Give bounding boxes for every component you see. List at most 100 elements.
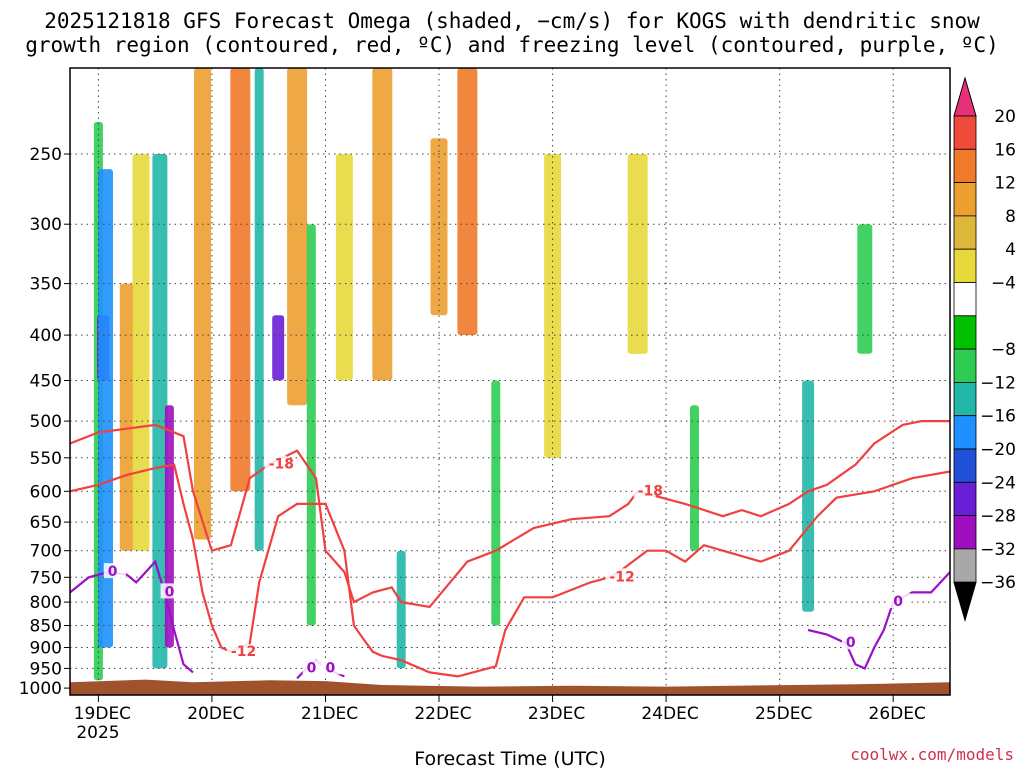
colorbar-label: −28	[980, 507, 1016, 527]
colorbar-label: 12	[994, 174, 1016, 194]
colorbar-segment	[953, 481, 977, 516]
x-tick-label: 22DEC	[414, 704, 471, 724]
omega-cell	[457, 68, 478, 336]
colorbar-label: −24	[980, 473, 1016, 493]
contour-label: -12	[231, 644, 256, 660]
contour-label: 0	[893, 594, 903, 610]
colorbar-label: −32	[980, 540, 1016, 560]
colorbar-top-arrow	[953, 76, 977, 117]
colorbar-label: 8	[1005, 207, 1016, 227]
title-line-1: 2025121818 GFS Forecast Omega (shaded, −…	[44, 9, 980, 33]
gridlines	[70, 68, 950, 695]
contour-label: -12	[609, 569, 634, 585]
colorbar-segment	[953, 115, 977, 150]
contour-label-bg	[226, 642, 249, 658]
colorbar-label: 16	[994, 140, 1016, 160]
contour-line	[69, 559, 194, 674]
y-tick-label: 350	[30, 275, 62, 295]
y-tick-label: 250	[30, 145, 62, 165]
colorbar-segment	[953, 182, 977, 217]
colorbar-label: −36	[980, 573, 1016, 593]
colorbar-label: −12	[980, 373, 1016, 393]
contour-label: 0	[307, 660, 317, 676]
contour-label-bg	[605, 568, 628, 584]
contour-label-bg	[103, 563, 126, 579]
omega-cell	[194, 68, 211, 540]
omega-shading	[93, 68, 873, 681]
y-tick-label: 600	[30, 482, 62, 502]
contour-label: 0	[108, 564, 118, 580]
contour-line	[69, 463, 951, 678]
colorbar-label: 20	[994, 107, 1016, 127]
x-tick-label: 19DEC	[74, 704, 131, 724]
x-tick-label: 24DEC	[641, 704, 698, 724]
y-tick-label: 300	[30, 215, 62, 235]
omega-cell	[230, 68, 251, 492]
omega-cell	[857, 224, 873, 354]
x-axis: 19DEC 20DEC 21DEC 22DEC 23DEC 24DEC 25DEC 26DEC	[74, 695, 926, 724]
contour-label: -18	[638, 483, 663, 499]
omega-cell	[802, 380, 815, 612]
omega-cell	[272, 315, 285, 381]
colorbar-segment	[953, 215, 977, 250]
contour-label: 0	[165, 584, 175, 600]
omega-cell	[430, 138, 448, 316]
x-year-label: 2025	[76, 723, 119, 743]
y-tick-label: 550	[30, 449, 62, 469]
colorbar: 20 16 12 8 4 −4 −8 −12 −16 −20 −24 −28 −32 −36	[953, 76, 1016, 622]
colorbar-segment	[953, 448, 977, 483]
title-line-2: growth region (contoured, red, ºC) and f…	[25, 33, 999, 57]
omega-cell	[287, 68, 308, 406]
contour-label-bg	[889, 593, 912, 609]
colorbar-segment	[953, 148, 977, 184]
colorbar-segment	[953, 548, 977, 583]
y-axis: 2503003504004505005506006507007508008509…	[19, 145, 70, 699]
colorbar-segment	[953, 515, 977, 550]
colorbar-segment	[953, 348, 977, 383]
y-tick-label: 700	[30, 542, 62, 562]
contour-label-bg	[160, 583, 183, 599]
y-tick-label: 950	[30, 659, 62, 679]
omega-cell	[306, 224, 316, 626]
omega-cell	[119, 283, 134, 551]
colorbar-segment	[953, 415, 977, 450]
colorbar-label: 4	[1005, 240, 1016, 260]
terrain-surface	[70, 679, 950, 695]
y-tick-label: 850	[30, 617, 62, 637]
colorbar-segment	[953, 315, 977, 350]
contour-label: 0	[326, 660, 336, 676]
contour-label-bg	[321, 659, 344, 675]
colorbar-bottom-arrow	[953, 581, 977, 622]
y-tick-label: 400	[30, 326, 62, 346]
omega-cell	[396, 550, 406, 669]
y-tick-label: 900	[30, 639, 62, 659]
colorbar-segment	[953, 282, 977, 317]
contour-label-bg	[302, 659, 325, 675]
colorbar-label: −16	[980, 407, 1016, 427]
y-tick-label: 1000	[19, 679, 62, 699]
colorbar-segment	[953, 248, 977, 283]
omega-cell	[254, 68, 264, 551]
x-tick-label: 25DEC	[755, 704, 812, 724]
x-tick-label: 20DEC	[187, 704, 244, 724]
contour-label: -18	[269, 457, 294, 473]
omega-cell	[98, 169, 113, 648]
credit-text: coolwx.com/models	[850, 745, 1014, 764]
omega-cell	[335, 154, 353, 381]
x-tick-label: 26DEC	[869, 704, 926, 724]
contour-label: 0	[846, 635, 856, 651]
contour-label-bg	[264, 455, 287, 471]
omega-cell	[152, 154, 168, 669]
x-tick-label: 21DEC	[301, 704, 358, 724]
colorbar-label: −8	[991, 340, 1016, 360]
contour-label-bg	[841, 634, 864, 650]
plot-frame	[69, 67, 951, 696]
omega-cell	[627, 154, 648, 354]
omega-cell	[132, 154, 150, 551]
x-tick-label: 23DEC	[528, 704, 585, 724]
y-tick-label: 750	[30, 568, 62, 588]
colorbar-label: −20	[980, 440, 1016, 460]
